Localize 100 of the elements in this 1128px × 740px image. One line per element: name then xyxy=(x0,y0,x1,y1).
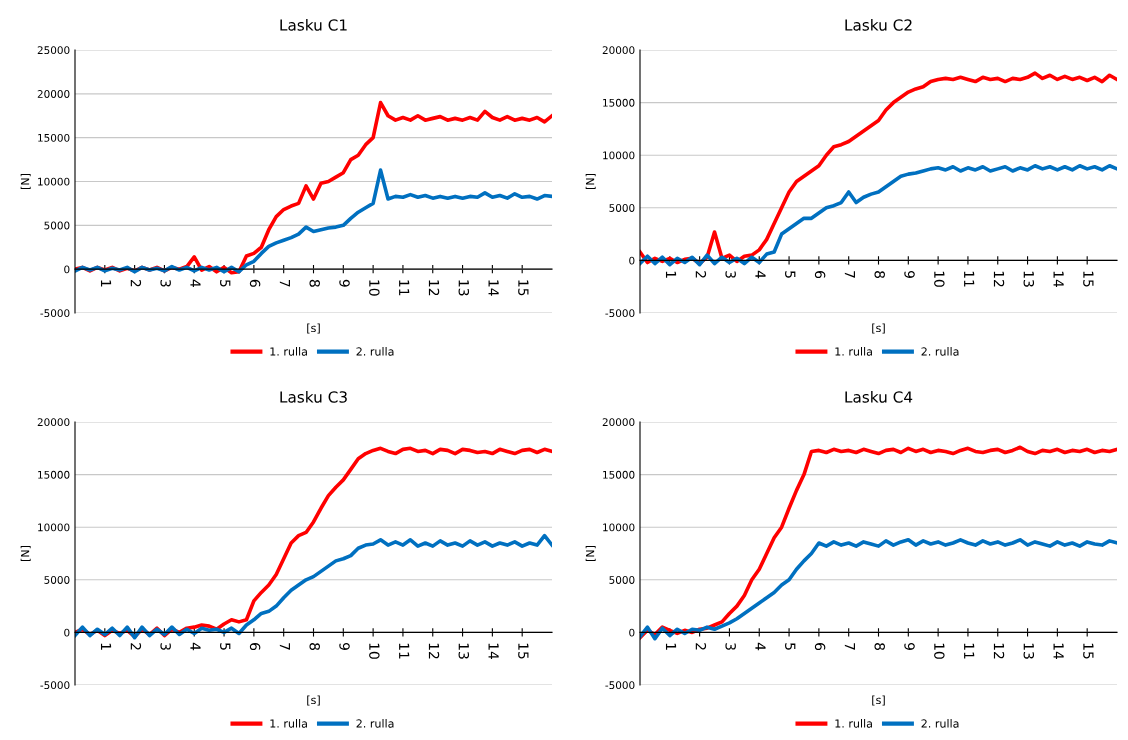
y-tick-label: -5000 xyxy=(605,309,635,318)
y-tick-label: 10000 xyxy=(603,151,635,160)
y-axis-title: [N] xyxy=(585,545,596,562)
y-tick-label: 20000 xyxy=(37,90,70,98)
x-tick-label: 5 xyxy=(785,643,796,650)
line-series xyxy=(640,163,1117,267)
x-tick-label: 8 xyxy=(309,279,320,287)
line-series xyxy=(75,168,552,274)
y-tick-label: 15000 xyxy=(603,470,635,479)
x-tick-label: 13 xyxy=(1023,271,1035,287)
y-tick-label: 5000 xyxy=(44,221,70,230)
y-tick-label: 20000 xyxy=(37,418,70,427)
x-tick-label: 9 xyxy=(904,271,915,278)
x-tick-label: 10 xyxy=(369,643,380,659)
x-axis-title: [s] xyxy=(872,695,885,706)
x-tick-label: 1 xyxy=(665,643,677,650)
x-tick-label: 6 xyxy=(814,271,826,279)
x-tick-label: 7 xyxy=(844,271,855,278)
y-tick-label: 25000 xyxy=(37,46,70,55)
x-tick-label: 14 xyxy=(488,280,499,296)
x-tick-label: 13 xyxy=(458,643,470,659)
x-tick-label: 3 xyxy=(725,643,736,650)
y-tick-label: 10000 xyxy=(38,523,70,532)
y-tick-label: 15000 xyxy=(38,133,70,142)
x-tick-label: 4 xyxy=(190,642,201,651)
y-tick-label: 0 xyxy=(629,256,635,265)
y-tick-label: 0 xyxy=(629,628,635,637)
y-tick-label: 15000 xyxy=(38,470,70,479)
x-tick-label: 3 xyxy=(725,271,736,278)
chart-title: Lasku C1 xyxy=(280,18,347,31)
y-tick-label: 20000 xyxy=(602,46,635,55)
line-series xyxy=(640,445,1117,640)
y-axis-title: [N] xyxy=(585,173,596,190)
x-tick-label: 2 xyxy=(695,643,707,650)
legend-label: 1. rulla xyxy=(835,347,872,356)
x-tick-label: 9 xyxy=(339,279,350,287)
y-tick-label: 5000 xyxy=(609,204,635,212)
x-tick-label: 3 xyxy=(160,279,171,287)
y-tick-label: -5000 xyxy=(605,681,635,690)
legend-label: 2. rulla xyxy=(356,719,394,728)
x-tick-label: 14 xyxy=(488,643,499,660)
x-tick-label: 15 xyxy=(1083,271,1094,287)
x-tick-label: 13 xyxy=(458,280,470,296)
y-tick-label: 5000 xyxy=(44,576,70,584)
x-tick-label: 15 xyxy=(1083,643,1094,659)
chart-title: Lasku C4 xyxy=(845,390,913,403)
y-tick-label: 10000 xyxy=(603,523,635,532)
chart-title: Lasku C3 xyxy=(280,390,347,403)
x-tick-label: 13 xyxy=(1023,643,1035,659)
line-series xyxy=(75,533,552,640)
chart-title: Lasku C2 xyxy=(845,18,912,31)
x-tick-label: 1 xyxy=(100,280,112,287)
x-tick-label: 11 xyxy=(964,643,975,659)
x-axis-title: [s] xyxy=(872,323,885,334)
legend-label: 1. rulla xyxy=(270,347,307,356)
x-tick-label: 1 xyxy=(100,643,112,650)
x-tick-label: 6 xyxy=(249,643,261,651)
x-tick-label: 14 xyxy=(1053,271,1064,288)
x-tick-label: 9 xyxy=(904,643,915,650)
x-tick-label: 6 xyxy=(814,643,826,651)
x-tick-label: 10 xyxy=(369,280,380,296)
x-tick-label: 7 xyxy=(279,643,290,650)
legend-label: 2. rulla xyxy=(356,347,394,356)
x-tick-label: 4 xyxy=(755,270,766,279)
x-tick-label: 12 xyxy=(428,280,440,296)
y-tick-label: 20000 xyxy=(602,418,635,427)
x-tick-label: 11 xyxy=(399,280,410,296)
x-tick-label: 7 xyxy=(279,280,290,287)
line-series xyxy=(640,71,1117,266)
x-tick-label: 14 xyxy=(1053,643,1064,660)
y-tick-label: -5000 xyxy=(40,309,70,318)
legend-label: 1. rulla xyxy=(270,719,307,728)
y-tick-label: 10000 xyxy=(38,177,70,186)
x-tick-label: 1 xyxy=(665,271,677,278)
x-tick-label: 12 xyxy=(993,271,1005,287)
x-tick-label: 3 xyxy=(160,643,171,650)
x-tick-label: 4 xyxy=(190,279,201,287)
x-tick-label: 8 xyxy=(309,643,320,651)
x-tick-label: 12 xyxy=(428,643,440,659)
y-axis-title: [N] xyxy=(20,545,31,562)
legend-label: 1. rulla xyxy=(835,719,872,728)
x-tick-label: 4 xyxy=(755,642,766,651)
x-tick-label: 2 xyxy=(130,279,142,287)
y-tick-label: 5000 xyxy=(609,576,635,584)
legend-label: 2. rulla xyxy=(921,347,959,356)
x-tick-label: 2 xyxy=(695,271,707,278)
x-tick-label: 8 xyxy=(874,643,885,651)
x-axis-title: [s] xyxy=(307,323,320,334)
x-tick-label: 8 xyxy=(874,271,885,279)
x-tick-label: 11 xyxy=(964,271,975,287)
x-tick-label: 9 xyxy=(339,643,350,650)
x-tick-label: 6 xyxy=(249,279,261,287)
y-tick-label: 0 xyxy=(64,628,70,637)
x-tick-label: 5 xyxy=(785,271,796,278)
x-axis-title: [s] xyxy=(307,695,320,706)
x-tick-label: 15 xyxy=(518,643,529,659)
x-tick-label: 10 xyxy=(934,271,945,287)
x-tick-label: 7 xyxy=(844,643,855,650)
legend-label: 2. rulla xyxy=(921,719,959,728)
x-tick-label: 15 xyxy=(518,280,529,296)
